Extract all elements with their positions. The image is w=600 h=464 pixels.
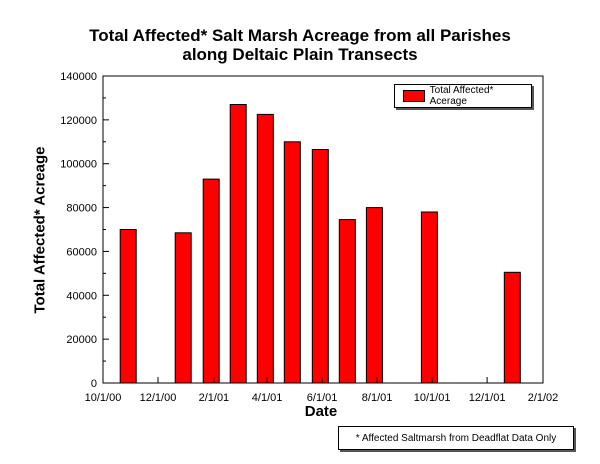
- bar-6: [311, 149, 329, 384]
- x-tick-label-2: 2/1/01: [199, 392, 230, 404]
- chart-title-line-2: along Deltaic Plain Transects: [182, 45, 418, 64]
- bar-9: [420, 211, 438, 384]
- x-tick-label-0: 10/1/00: [85, 392, 122, 404]
- chart-title: Total Affected* Salt Marsh Acreage from …: [0, 26, 600, 64]
- y-tick-label-6: 120000: [60, 115, 97, 127]
- bar-10: [503, 271, 521, 384]
- bar-8: [365, 207, 383, 384]
- bar-0: [119, 229, 137, 384]
- y-tick-label-1: 20000: [66, 334, 97, 346]
- legend-swatch: [403, 90, 425, 102]
- bar-5: [283, 141, 301, 384]
- bar-7: [338, 219, 356, 384]
- legend-label: Total Affected* Acerage: [429, 85, 494, 107]
- bar-4: [256, 113, 274, 384]
- x-tick-label-5: 8/1/01: [362, 392, 393, 404]
- x-tick-label-4: 6/1/01: [307, 392, 338, 404]
- y-tick-label-5: 100000: [60, 159, 97, 171]
- x-axis-label: Date: [304, 403, 338, 420]
- bar-2: [202, 178, 220, 384]
- y-tick-label-2: 40000: [66, 290, 97, 302]
- y-tick-label-7: 140000: [60, 71, 97, 83]
- x-tick-label-7: 12/1/01: [469, 392, 506, 404]
- x-tick-label-1: 12/1/00: [140, 392, 177, 404]
- legend: Total Affected* Acerage: [394, 84, 532, 108]
- y-tick-label-4: 80000: [66, 203, 97, 215]
- x-tick-label-8: 2/1/02: [528, 392, 559, 404]
- y-tick-label-3: 60000: [66, 246, 97, 258]
- x-tick-label-6: 10/1/01: [414, 392, 451, 404]
- x-tick-label-3: 4/1/01: [252, 392, 283, 404]
- chart-title-line-1: Total Affected* Salt Marsh Acreage from …: [89, 26, 511, 45]
- bar-1: [174, 232, 192, 384]
- bar-3: [229, 104, 247, 384]
- y-tick-label-0: 0: [91, 378, 97, 390]
- footnote: * Affected Saltmarsh from Deadflat Data …: [338, 426, 574, 450]
- y-axis-label: Total Affected* Acreage: [31, 146, 49, 314]
